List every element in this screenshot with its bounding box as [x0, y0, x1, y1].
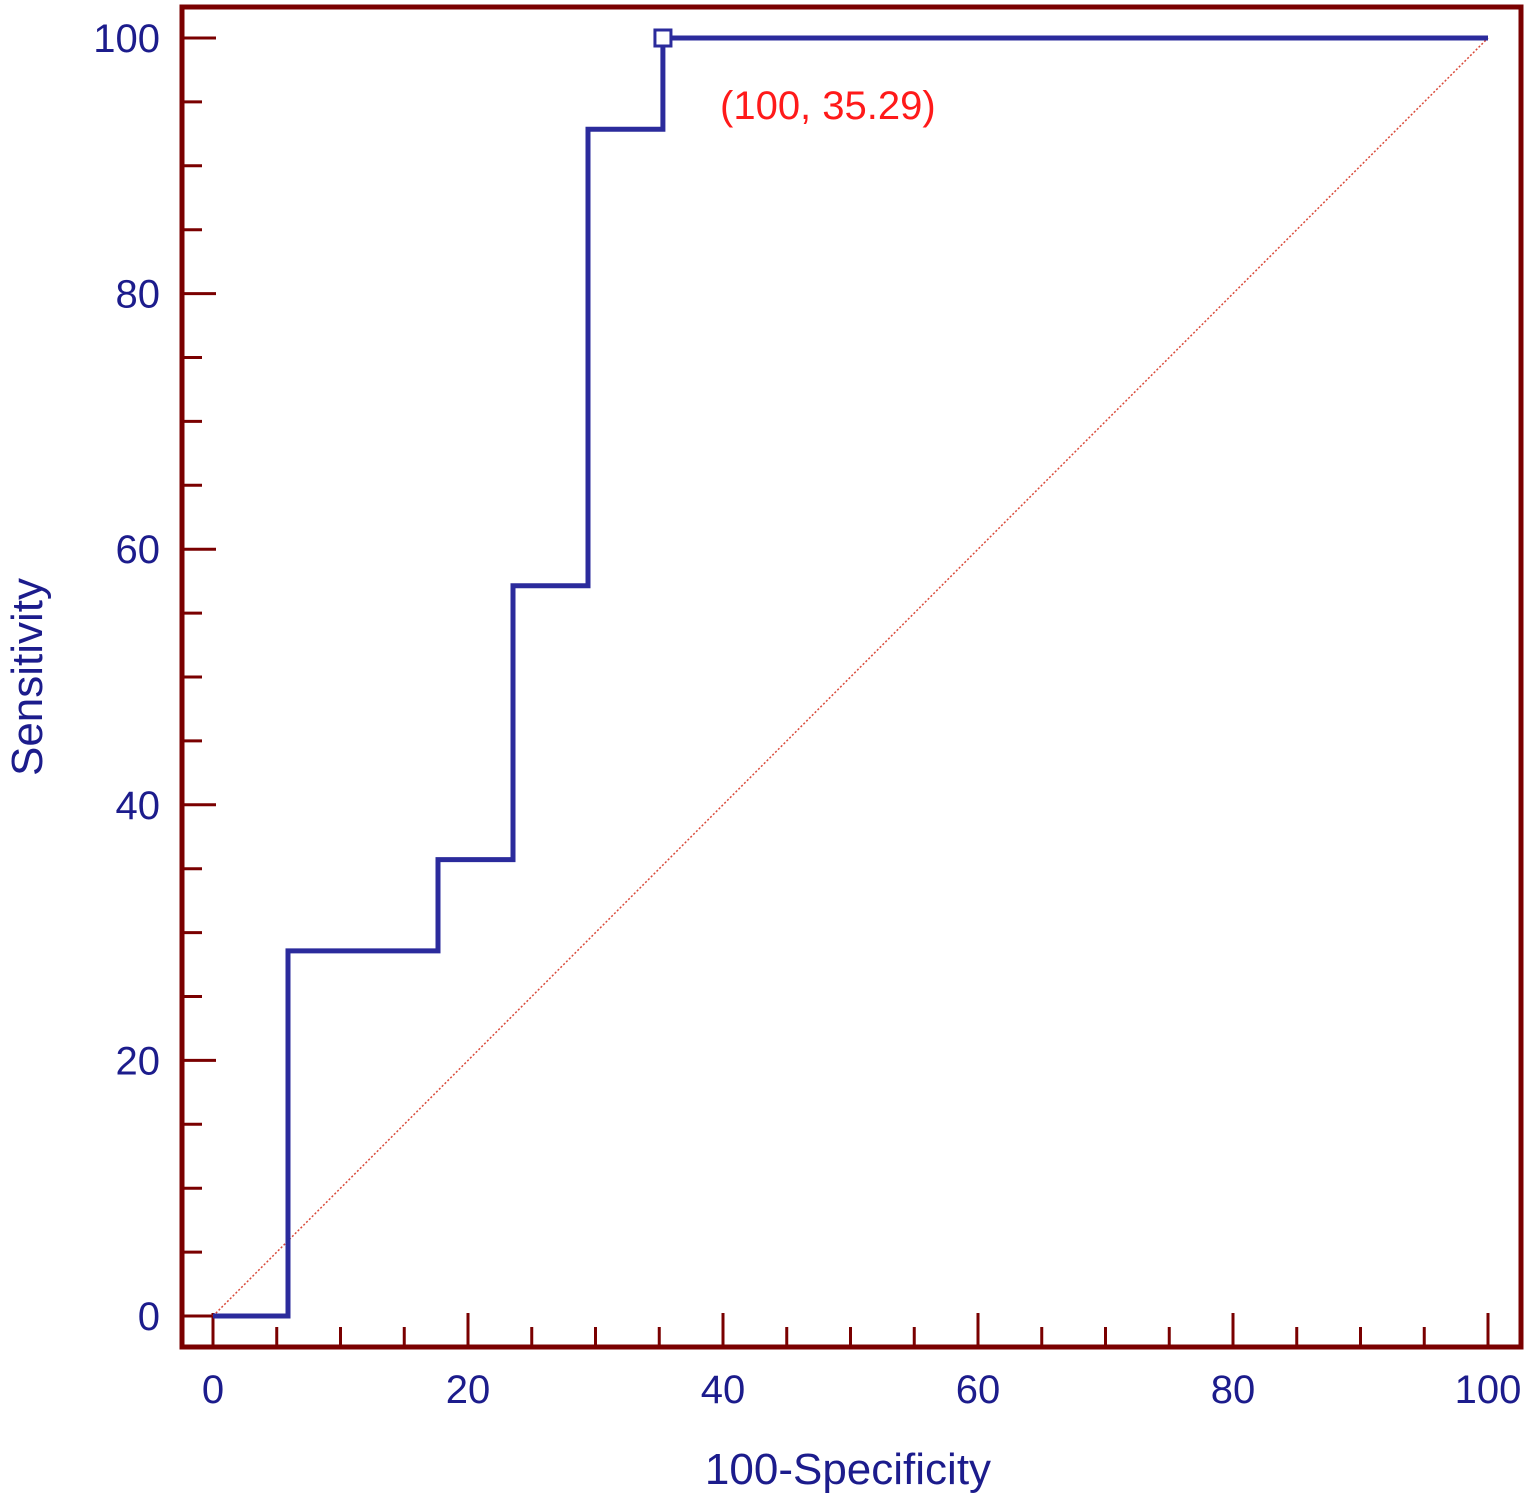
x-tick-label: 20: [446, 1368, 491, 1412]
x-tick-label: 0: [202, 1368, 224, 1412]
y-axis-title: Sensitivity: [3, 578, 52, 776]
y-tick-label: 60: [116, 528, 161, 572]
x-tick-label: 80: [1211, 1368, 1256, 1412]
x-tick-label: 100: [1455, 1368, 1522, 1412]
axis-ticks: [182, 36, 1490, 1347]
roc-curve: [213, 35, 1488, 1319]
cutoff-annotation: (100, 35.29): [720, 84, 936, 128]
x-tick-label: 60: [956, 1368, 1001, 1412]
x-axis-title: 100-Specificity: [705, 1445, 991, 1494]
y-tick-label: 100: [93, 17, 160, 61]
cutoff-marker: [653, 28, 673, 48]
x-tick-labels: 0 20 40 60 80 100: [202, 1368, 1522, 1412]
y-tick-label: 40: [116, 784, 161, 828]
reference-diagonal: [212, 37, 1489, 1317]
x-tick-label: 40: [701, 1368, 746, 1412]
y-tick-label: 0: [138, 1295, 160, 1339]
y-tick-label: 80: [116, 273, 161, 317]
y-tick-label: 20: [116, 1039, 161, 1083]
y-tick-labels: 0 20 40 60 80 100: [93, 17, 160, 1339]
